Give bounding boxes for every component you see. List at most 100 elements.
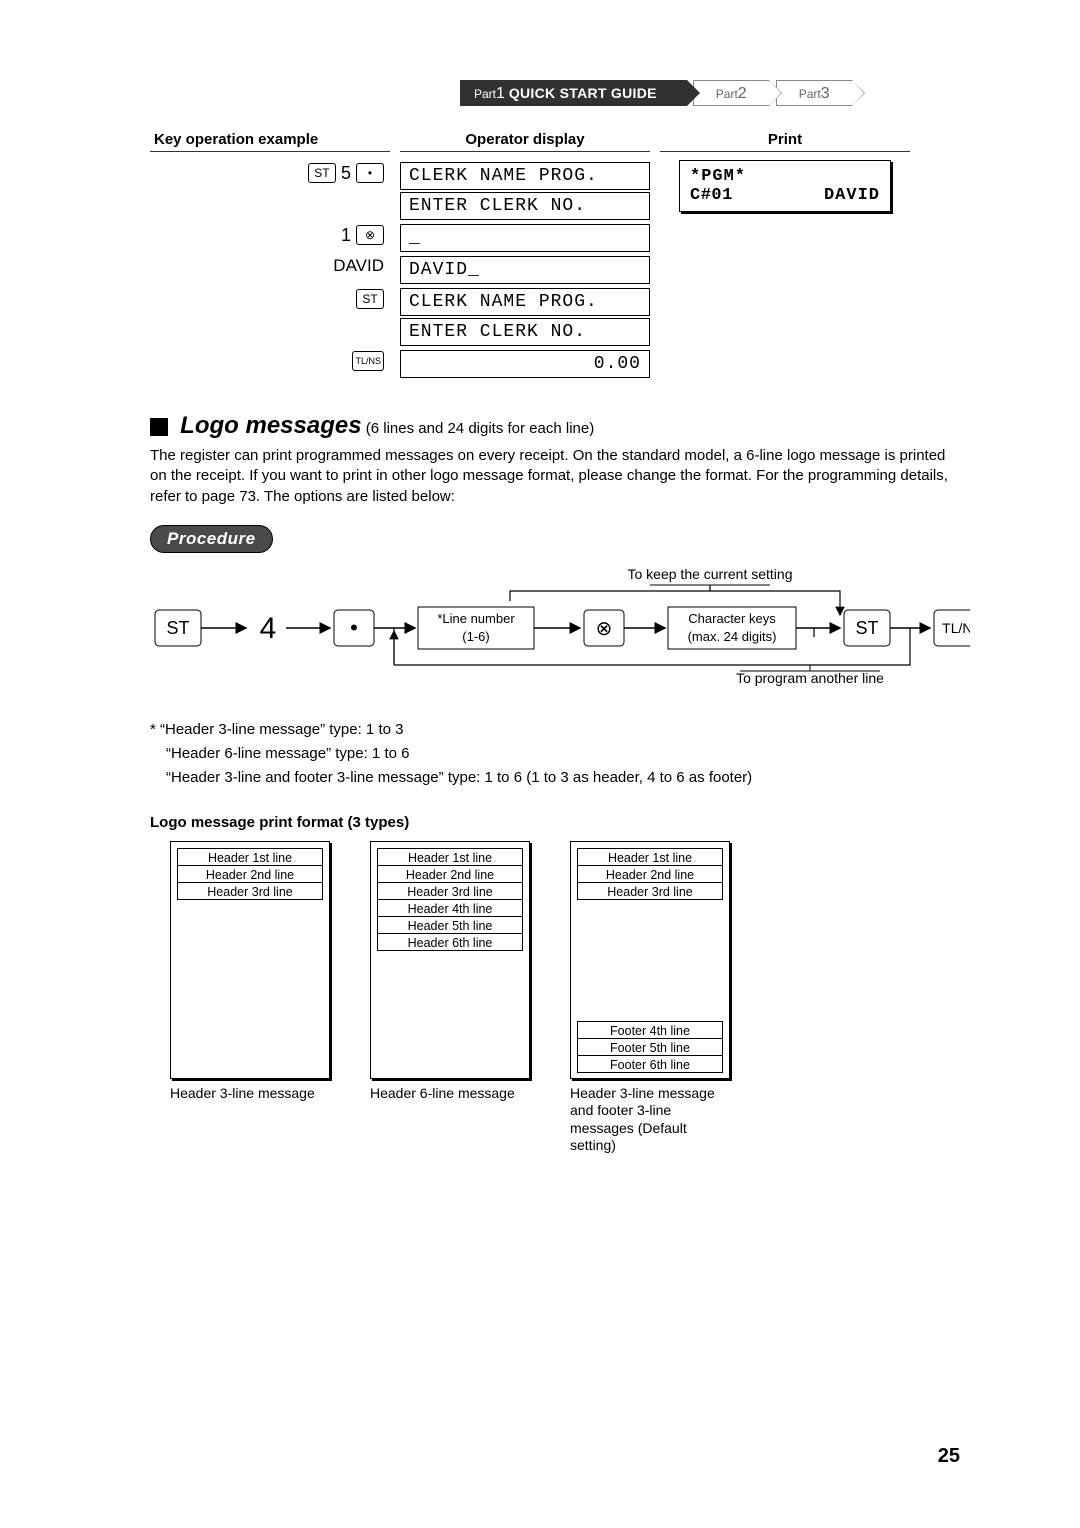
heading-operator-display: Operator display: [400, 128, 650, 152]
tab-part2-pref: Part: [716, 87, 738, 101]
example-row-5: TL/NS 0.00: [150, 348, 960, 380]
print-receipt: *PGM* C#01 DAVID: [679, 160, 891, 212]
proc-char-bot: (max. 24 digits): [688, 629, 777, 644]
proc-linenum-top: *Line number: [437, 611, 515, 626]
proc-top-caption: To keep the current setting: [628, 566, 793, 582]
receipt-header6: Header 1st line Header 2nd line Header 3…: [370, 841, 530, 1103]
receipt-mockups: Header 1st line Header 2nd line Header 3…: [170, 841, 960, 1155]
proc-bottom-caption: To program another line: [736, 670, 884, 686]
rc1-caption: Header 3-line message: [170, 1085, 330, 1103]
display-clerk-name-prog-2: CLERK NAME PROG.: [400, 288, 650, 316]
tab-part3: Part3: [776, 80, 853, 106]
rc2-h4: Header 4th line: [377, 899, 523, 917]
display-zero: 0.00: [400, 350, 650, 378]
rc2-h3: Header 3rd line: [377, 882, 523, 900]
receipt-header6-outer: Header 1st line Header 2nd line Header 3…: [370, 841, 530, 1079]
logo-format-title: Logo message print format (3 types): [150, 814, 960, 831]
section-title: Logo messages: [180, 412, 361, 439]
footnote-2: “Header 6-line message” type: 1 to 6: [166, 742, 960, 766]
proc-st-1: ST: [166, 618, 189, 638]
black-square-icon: [150, 418, 168, 436]
receipt-header3-footer3: Header 1st line Header 2nd line Header 3…: [570, 841, 730, 1155]
proc-tlns: TL/NS: [942, 620, 970, 636]
rc3-f4: Footer 4th line: [577, 1021, 723, 1039]
procedure-pill: Procedure: [150, 525, 273, 553]
keys-row2: 1 ⊗: [150, 222, 390, 254]
heading-key-operation: Key operation example: [150, 128, 390, 152]
rc3-caption: Header 3-line message and footer 3-line …: [570, 1085, 730, 1155]
keys-row5: TL/NS: [150, 348, 390, 380]
num-1: 1: [341, 225, 351, 245]
section-subtitle: (6 lines and 24 digits for each line): [366, 420, 594, 437]
receipt-header3-outer: Header 1st line Header 2nd line Header 3…: [170, 841, 330, 1079]
rc3-f6: Footer 6th line: [577, 1055, 723, 1073]
rc3-h1: Header 1st line: [577, 848, 723, 866]
display-enter-clerk-no-2: ENTER CLERK NO.: [400, 318, 650, 346]
receipt-header3: Header 1st line Header 2nd line Header 3…: [170, 841, 330, 1103]
rc2-h1: Header 1st line: [377, 848, 523, 866]
tab-part2-num: 2: [738, 85, 747, 102]
example-block: ST 5 • CLERK NAME PROG. ENTER CLERK NO. …: [150, 160, 960, 380]
message-type-footnotes: * “Header 3-line message” type: 1 to 3 “…: [150, 718, 960, 790]
page-number: 25: [938, 1445, 960, 1468]
tab-part1-pref: Part: [474, 87, 496, 101]
print-line-pgm: *PGM*: [690, 167, 880, 186]
rc1-h3: Header 3rd line: [177, 882, 323, 900]
rc3-h2: Header 2nd line: [577, 865, 723, 883]
procedure-svg: To keep the current setting ST 4 •: [150, 565, 970, 695]
print-clerk-name: DAVID: [824, 186, 880, 205]
proc-char-top: Character keys: [688, 611, 776, 626]
footnote-3: “Header 3-line and footer 3-line message…: [166, 766, 960, 790]
procedure-diagram: To keep the current setting ST 4 •: [150, 565, 960, 700]
heading-print: Print: [660, 128, 910, 152]
proc-x: ⊗: [596, 618, 613, 640]
text-david: DAVID: [333, 256, 384, 275]
tabbar: Part1 QUICK START GUIDE Part2 Part3: [460, 80, 960, 106]
rc2-h5: Header 5th line: [377, 916, 523, 934]
section-body: The register can print programmed messag…: [150, 446, 960, 507]
section-logo-messages: Logo messages (6 lines and 24 digits for…: [150, 412, 960, 440]
disp-row4: CLERK NAME PROG. ENTER CLERK NO.: [400, 286, 650, 348]
rc3-footer-block: Footer 4th line Footer 5th line Footer 6…: [577, 1021, 723, 1072]
print-clerk-num: C#01: [690, 186, 733, 205]
display-enter-clerk-no: ENTER CLERK NO.: [400, 192, 650, 220]
rc1-h2: Header 2nd line: [177, 865, 323, 883]
key-multiply: ⊗: [356, 225, 384, 245]
proc-st-2: ST: [855, 618, 878, 638]
page: Part1 QUICK START GUIDE Part2 Part3 Key …: [0, 0, 1080, 1528]
example-row-3: DAVID DAVID_: [150, 254, 960, 286]
receipt-header3-footer3-outer: Header 1st line Header 2nd line Header 3…: [570, 841, 730, 1079]
print-cell: *PGM* C#01 DAVID: [660, 160, 910, 222]
example-row-1: ST 5 • CLERK NAME PROG. ENTER CLERK NO. …: [150, 160, 960, 222]
disp-row3: DAVID_: [400, 254, 650, 286]
key-tlns: TL/NS: [352, 351, 384, 371]
key-st: ST: [308, 163, 336, 183]
tab-part3-num: 3: [821, 85, 830, 102]
proc-linenum-bot: (1-6): [462, 629, 489, 644]
rc3-f5: Footer 5th line: [577, 1038, 723, 1056]
rc3-h3: Header 3rd line: [577, 882, 723, 900]
tab-part1-num: 1: [496, 85, 505, 102]
keys-row3: DAVID: [150, 254, 390, 286]
proc-four: 4: [260, 612, 277, 645]
rc2-caption: Header 6-line message: [370, 1085, 530, 1103]
keys-row1: ST 5 •: [150, 160, 390, 222]
footnote-1: * “Header 3-line message” type: 1 to 3: [150, 718, 960, 742]
example-row-2: 1 ⊗ _: [150, 222, 960, 254]
rc1-h1: Header 1st line: [177, 848, 323, 866]
disp-row1: CLERK NAME PROG. ENTER CLERK NO.: [400, 160, 650, 222]
print-line-clerk: C#01 DAVID: [690, 186, 880, 205]
display-underscore: _: [400, 224, 650, 252]
key-dot: •: [356, 163, 384, 183]
column-headings: Key operation example Operator display P…: [150, 128, 960, 152]
tab-part1: Part1 QUICK START GUIDE: [460, 80, 687, 106]
disp-row5: 0.00: [400, 348, 650, 380]
rc2-h6: Header 6th line: [377, 933, 523, 951]
display-david: DAVID_: [400, 256, 650, 284]
key-st-2: ST: [356, 289, 384, 309]
rc2-h2: Header 2nd line: [377, 865, 523, 883]
keys-row4: ST: [150, 286, 390, 348]
tab-part3-pref: Part: [799, 87, 821, 101]
tab-part1-title: QUICK START GUIDE: [509, 85, 657, 101]
proc-dot: •: [350, 615, 358, 640]
